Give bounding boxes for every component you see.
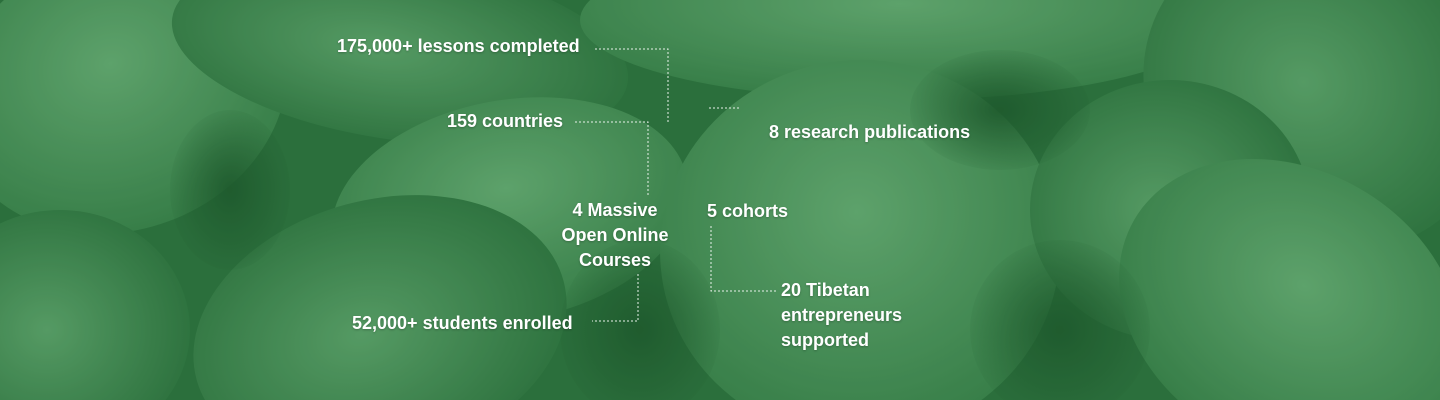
stat-countries: 159 countries [447,111,564,131]
stat-moocs-line-3: Courses [578,250,652,270]
stat-moocs: 4 Massive Open Online Courses [550,198,680,273]
stat-moocs-line-2: Open Online [561,225,669,245]
stat-students-enrolled: 52,000+ students enrolled [352,313,573,333]
stat-cohorts: 5 cohorts [707,201,789,221]
stat-moocs-line-1: 4 Massive [572,200,658,220]
stat-entrepreneurs-line-2: entrepreneurs [781,305,903,325]
stat-research-publications: 8 research publications [769,122,971,142]
stat-entrepreneurs-line-1: 20 Tibetan [781,280,870,300]
stat-entrepreneurs-supported: 20 Tibetan entrepreneurs supported [781,278,902,353]
stat-entrepreneurs-line-3: supported [781,330,869,350]
stat-lessons-completed: 175,000+ lessons completed [337,36,580,56]
